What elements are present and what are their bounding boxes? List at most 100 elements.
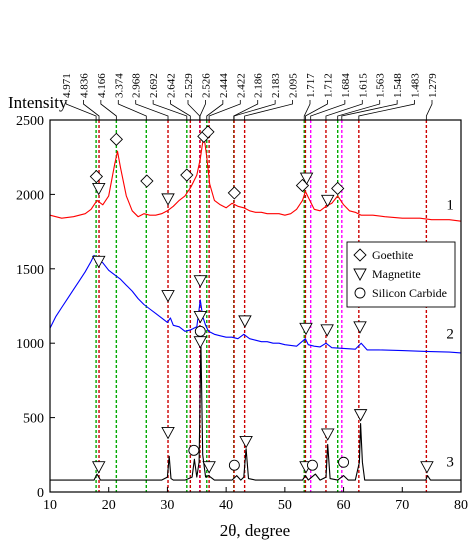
d-leader-line bbox=[244, 100, 293, 120]
x-tick-label: 30 bbox=[160, 498, 174, 513]
goethite-marker bbox=[227, 186, 241, 200]
d-leader-line bbox=[337, 100, 381, 120]
y-tick-label: 2000 bbox=[16, 188, 44, 203]
d-spacing-label: 2.422 bbox=[235, 73, 247, 98]
legend-label: Magnetite bbox=[372, 267, 421, 281]
legend-label: Silicon Carbide bbox=[372, 286, 447, 300]
axes: 10 20 30 40 50 60 70 80 0 500 1000 1500 2000 2500 bbox=[16, 114, 468, 513]
d-spacing-label: 1.717 bbox=[305, 73, 317, 98]
x-tick-label: 40 bbox=[219, 498, 233, 513]
goethite-marker bbox=[331, 181, 345, 196]
d-leader-line bbox=[425, 100, 433, 120]
d-leader-line bbox=[358, 100, 415, 120]
magnetite-marker bbox=[320, 428, 335, 441]
y-axis-title: Intensity bbox=[8, 93, 68, 112]
goethite-marker bbox=[201, 125, 215, 139]
phase-markers bbox=[89, 125, 434, 474]
d-leader-line bbox=[206, 100, 224, 120]
d-leader-line bbox=[208, 100, 241, 120]
silicon-carbide-marker bbox=[354, 287, 366, 299]
magnetite-marker bbox=[193, 336, 208, 349]
silicon-carbide-marker bbox=[228, 459, 240, 471]
d-spacing-label: 2.968 bbox=[131, 73, 143, 98]
d-leader-line bbox=[341, 100, 398, 120]
goethite-marker bbox=[140, 174, 154, 188]
magnetite-marker bbox=[420, 461, 434, 474]
x-tick-label: 70 bbox=[395, 498, 409, 513]
magnetite-marker bbox=[320, 324, 334, 337]
x-tick-label: 10 bbox=[43, 498, 57, 513]
magnetite-marker bbox=[320, 194, 335, 208]
d-spacing-label: 1.712 bbox=[322, 73, 334, 98]
x-tick-label: 50 bbox=[278, 498, 292, 513]
magnetite-marker bbox=[353, 321, 367, 334]
magnetite-marker bbox=[299, 322, 313, 336]
y-tick-label: 500 bbox=[23, 412, 44, 427]
d-spacing-label: 2.692 bbox=[148, 73, 160, 98]
y-tick-label: 1500 bbox=[16, 263, 44, 278]
magnetite-marker bbox=[161, 193, 175, 206]
magnetite-marker bbox=[299, 172, 314, 185]
goethite-marker bbox=[109, 132, 123, 146]
d-spacing-label: 2.526 bbox=[200, 73, 212, 98]
goethite-marker bbox=[180, 168, 194, 182]
y-tick-label: 2500 bbox=[16, 114, 44, 129]
legend: Goethite Magnetite Silicon Carbide bbox=[346, 241, 456, 308]
magnetite-marker bbox=[91, 255, 106, 269]
d-spacing-label: 1.548 bbox=[392, 73, 404, 98]
d-spacing-label: 1.279 bbox=[427, 73, 439, 98]
d-leader-line bbox=[233, 100, 276, 120]
magnetite-marker bbox=[193, 310, 208, 324]
silicon-carbide-marker bbox=[338, 456, 350, 468]
magnetite-marker bbox=[161, 290, 175, 303]
d-spacing-label: 4.971 bbox=[61, 73, 73, 98]
y-tick-label: 0 bbox=[37, 486, 44, 501]
d-spacing-label: 2.444 bbox=[218, 73, 230, 98]
d-spacing-label: 1.483 bbox=[410, 73, 422, 98]
silicon-carbide-marker bbox=[188, 444, 200, 456]
d-leader-line bbox=[305, 100, 328, 120]
curve-label: 2 bbox=[446, 327, 454, 343]
magnetite-marker bbox=[193, 275, 208, 288]
d-spacing-label: 2.529 bbox=[183, 73, 195, 98]
magnetite-marker bbox=[353, 409, 368, 422]
x-axis-title: 2θ, degree bbox=[220, 521, 290, 540]
legend-box bbox=[346, 241, 456, 308]
d-spacing-label: 1.563 bbox=[375, 73, 387, 98]
series-line bbox=[49, 134, 462, 222]
silicon-carbide-marker bbox=[307, 459, 318, 471]
d-leader-line bbox=[83, 100, 100, 120]
magnetite-marker bbox=[91, 461, 106, 474]
plot-frame bbox=[49, 119, 462, 493]
d-spacing-labels: 4.971 4.836 4.166 3.374 2.968 2.692 2.642 2.529… bbox=[61, 73, 439, 120]
curve-label: 3 bbox=[446, 455, 454, 471]
d-leader-line bbox=[117, 100, 147, 120]
d-spacing-label: 4.166 bbox=[96, 73, 108, 98]
magnetite-marker bbox=[238, 315, 252, 328]
goethite-marker bbox=[89, 169, 104, 184]
d-spacing-label: 2.186 bbox=[253, 73, 265, 98]
series-layer bbox=[49, 134, 462, 481]
y-tick-label: 1000 bbox=[16, 337, 44, 352]
d-spacing-label: 3.374 bbox=[113, 73, 125, 98]
d-leader-line bbox=[170, 100, 191, 120]
curve-labels: 1 2 3 bbox=[446, 197, 454, 470]
d-leader-line bbox=[199, 100, 206, 120]
d-spacing-label: 1.684 bbox=[340, 73, 352, 98]
magnetite-marker bbox=[353, 268, 367, 281]
d-leader-line bbox=[100, 100, 117, 120]
magnetite-marker bbox=[161, 427, 175, 440]
d-leader-line bbox=[152, 100, 188, 120]
d-leader-line bbox=[187, 100, 201, 120]
legend-label: Goethite bbox=[372, 248, 413, 262]
goethite-marker bbox=[353, 248, 367, 262]
series-line bbox=[49, 254, 462, 354]
silicon-carbide-marker bbox=[194, 325, 206, 337]
x-tick-label: 60 bbox=[337, 498, 351, 513]
d-spacing-label: 1.615 bbox=[357, 73, 369, 98]
d-spacing-label: 2.095 bbox=[288, 73, 300, 98]
magnetite-marker bbox=[91, 182, 106, 196]
d-leader-line bbox=[325, 100, 363, 120]
series-line bbox=[50, 341, 461, 481]
d-spacing-label: 4.836 bbox=[78, 73, 90, 98]
